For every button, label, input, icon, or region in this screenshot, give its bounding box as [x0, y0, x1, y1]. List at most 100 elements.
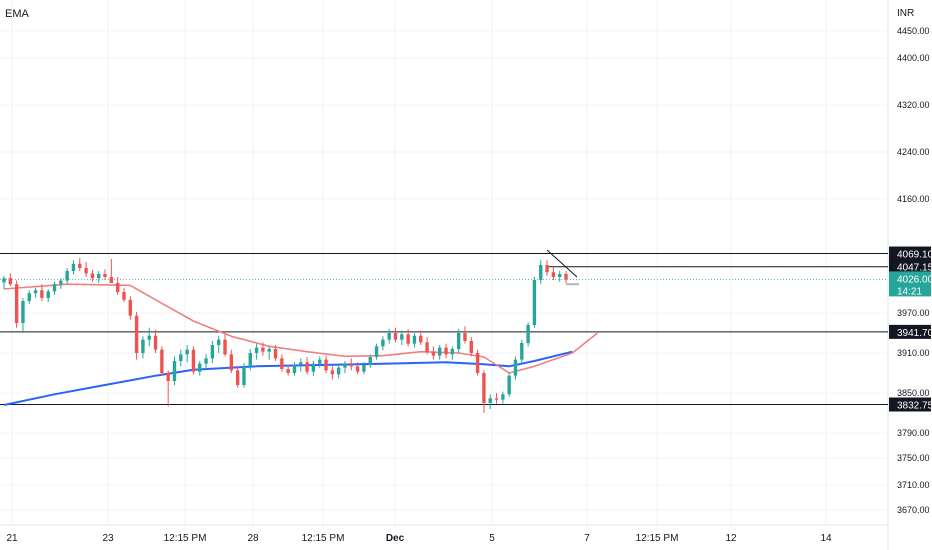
candle-body[interactable] [2, 278, 6, 283]
candle-body[interactable] [406, 334, 410, 344]
candle-body[interactable] [27, 293, 31, 301]
candle-body[interactable] [412, 335, 417, 344]
candle-body[interactable] [229, 354, 234, 371]
candle-body[interactable] [305, 362, 309, 372]
candle-body[interactable] [520, 343, 524, 360]
candle-body[interactable] [191, 349, 196, 372]
candle-body[interactable] [71, 263, 76, 271]
candle-body[interactable] [65, 271, 69, 281]
candle-body[interactable] [160, 349, 164, 373]
candle-body[interactable] [172, 361, 177, 381]
candle-body[interactable] [532, 280, 537, 325]
candle-body[interactable] [368, 357, 372, 365]
candle-body[interactable] [469, 341, 473, 353]
candle-body[interactable] [299, 362, 303, 365]
candle-body[interactable] [59, 280, 63, 285]
candle-body[interactable] [46, 291, 50, 298]
candle-body[interactable] [456, 333, 461, 349]
candle-body[interactable] [109, 277, 114, 283]
candle-body[interactable] [21, 301, 25, 323]
candle-body[interactable] [8, 278, 13, 285]
candle-body[interactable] [267, 349, 271, 352]
candle-body[interactable] [400, 334, 404, 340]
candle-body[interactable] [198, 363, 202, 372]
candle-body[interactable] [280, 358, 284, 369]
candle-body[interactable] [242, 366, 246, 385]
candle-body[interactable] [438, 347, 442, 356]
candle-body[interactable] [564, 274, 568, 280]
candle-body[interactable] [14, 284, 19, 323]
candle-body[interactable] [90, 273, 95, 279]
indicator-label[interactable]: EMA [5, 8, 29, 20]
candle-body[interactable] [134, 315, 139, 353]
candle-body[interactable] [488, 398, 492, 403]
candle-body[interactable] [431, 351, 436, 356]
candle-body[interactable] [494, 398, 499, 400]
candle-body[interactable] [425, 342, 429, 352]
candle-body[interactable] [78, 263, 82, 268]
candle-body[interactable] [261, 347, 265, 352]
candle-body[interactable] [336, 367, 341, 375]
candle-body[interactable] [349, 363, 354, 367]
candle-body[interactable] [501, 394, 505, 400]
candle-body[interactable] [103, 274, 107, 277]
candle-body[interactable] [210, 345, 215, 359]
candle-body[interactable] [330, 370, 335, 375]
candle-body[interactable] [292, 365, 297, 373]
candle-body[interactable] [343, 363, 347, 368]
candle-body[interactable] [374, 346, 379, 357]
candle-body[interactable] [507, 375, 511, 395]
candle-body[interactable] [463, 333, 467, 341]
candle-body[interactable] [115, 283, 120, 292]
candle-body[interactable] [254, 347, 259, 353]
level-price-box [889, 324, 931, 339]
current-price-label: 4026.00 [897, 274, 932, 285]
ema-fast-line[interactable] [3, 283, 599, 374]
y-tick-label: 4450.00 [897, 26, 930, 36]
candle-body[interactable] [324, 359, 328, 371]
candle-body[interactable] [204, 358, 208, 364]
candle-body[interactable] [444, 347, 448, 355]
y-tick-label: 4320.00 [897, 100, 930, 110]
candle-body[interactable] [40, 290, 44, 298]
candle-body[interactable] [419, 335, 423, 343]
candle-body[interactable] [141, 339, 145, 353]
candle-body[interactable] [526, 325, 530, 343]
candle-body[interactable] [387, 333, 391, 340]
candle-body[interactable] [450, 349, 455, 355]
candle-body[interactable] [128, 299, 132, 316]
candle-body[interactable] [539, 265, 543, 280]
candle-body[interactable] [475, 353, 480, 373]
candle-body[interactable] [166, 373, 170, 381]
candle-body[interactable] [362, 365, 366, 372]
candle-body[interactable] [147, 335, 151, 340]
candle-body[interactable] [33, 290, 38, 294]
candle-body[interactable] [513, 359, 518, 376]
candle-body[interactable] [153, 335, 158, 350]
candle-body[interactable] [248, 353, 252, 367]
candle-body[interactable] [216, 339, 221, 345]
candle-body[interactable] [545, 265, 549, 273]
candle-body[interactable] [52, 284, 57, 292]
candle-body[interactable] [179, 354, 183, 361]
candle-body[interactable] [482, 373, 486, 403]
candle-body[interactable] [223, 339, 227, 355]
x-tick-label: 28 [247, 533, 259, 544]
candle-body[interactable] [286, 369, 290, 373]
candle-body[interactable] [381, 339, 385, 347]
candle-body[interactable] [355, 366, 360, 372]
candle-body[interactable] [84, 268, 88, 274]
trendline-drawing[interactable] [546, 249, 578, 278]
candle-body[interactable] [235, 370, 240, 385]
candle-body[interactable] [273, 349, 278, 359]
candle-body[interactable] [393, 333, 398, 340]
current-price-box [889, 271, 931, 297]
candle-body[interactable] [97, 274, 101, 279]
candle-body[interactable] [122, 292, 126, 300]
candle-body[interactable] [551, 272, 556, 277]
candle-body[interactable] [318, 359, 322, 364]
candle-body[interactable] [185, 349, 189, 355]
candle-body[interactable] [557, 274, 562, 277]
candle-body[interactable] [311, 363, 316, 372]
